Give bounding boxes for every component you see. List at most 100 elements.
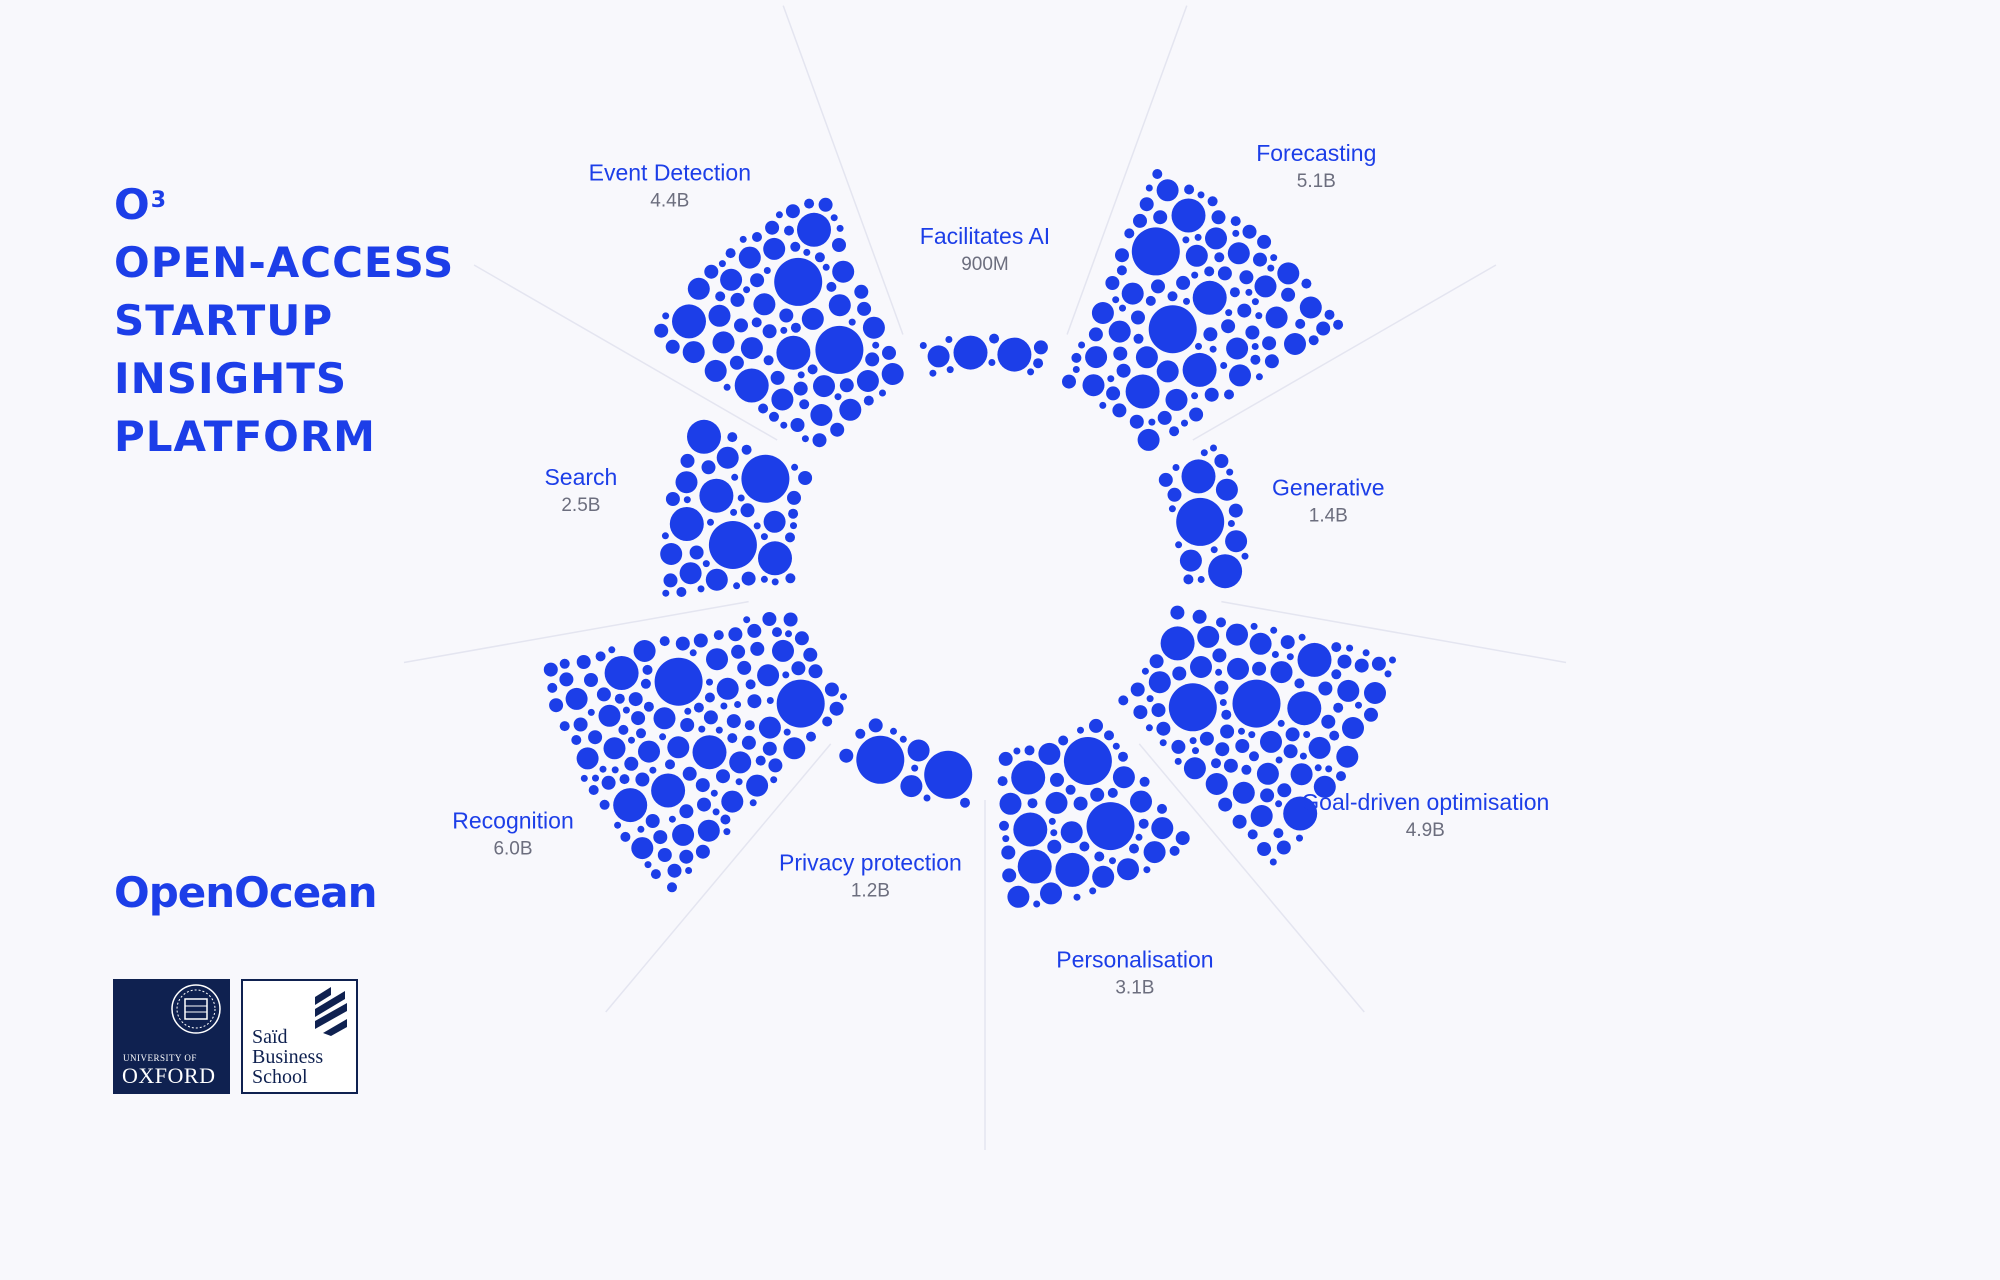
- bubble: [924, 750, 973, 799]
- bubble: [1112, 766, 1135, 789]
- bubble: [1133, 333, 1144, 344]
- bubble: [1250, 354, 1261, 365]
- bubble: [760, 575, 768, 583]
- oxford-top-text: UNIVERSITY OF: [123, 1053, 197, 1063]
- bubble: [1250, 805, 1273, 827]
- bubble: [863, 395, 874, 406]
- bubble-segment: [1062, 169, 1344, 451]
- bubble: [1318, 681, 1333, 696]
- bubble: [723, 828, 731, 836]
- bubble: [771, 578, 779, 586]
- bubble: [1170, 605, 1185, 620]
- bubble: [603, 737, 626, 760]
- bubble: [746, 774, 769, 797]
- bubble: [676, 587, 687, 597]
- bubble: [1355, 701, 1362, 709]
- bubble: [923, 794, 931, 802]
- bubble: [999, 820, 1009, 831]
- bubble: [1331, 642, 1342, 653]
- bubble: [1151, 703, 1166, 718]
- bubble: [832, 260, 855, 283]
- bubble: [547, 682, 558, 693]
- bubble: [624, 756, 639, 771]
- bubble: [753, 293, 776, 316]
- bubble: [1220, 362, 1228, 369]
- bubble: [716, 769, 730, 784]
- bubble: [1135, 346, 1158, 369]
- bubble: [998, 751, 1013, 766]
- bubble: [1257, 234, 1272, 249]
- bubble: [1308, 736, 1331, 759]
- bubble: [595, 651, 606, 662]
- bubble: [1024, 745, 1035, 756]
- bubble: [1239, 270, 1254, 285]
- bubble: [1109, 857, 1116, 865]
- bubble: [631, 837, 654, 860]
- bubble: [1250, 622, 1258, 630]
- bubble: [1346, 644, 1354, 652]
- bubble: [1113, 346, 1128, 361]
- bubble: [747, 694, 762, 709]
- bubble: [1139, 197, 1154, 212]
- bubble: [576, 655, 591, 669]
- bubble: [1002, 835, 1010, 843]
- bubble: [829, 701, 844, 716]
- bubble: [1104, 730, 1114, 741]
- bubble: [1168, 683, 1217, 732]
- bubble: [1135, 833, 1143, 841]
- bubble: [757, 664, 780, 687]
- segment-label: Event Detection: [589, 159, 751, 185]
- bubble: [1364, 707, 1378, 722]
- bubble: [734, 368, 769, 403]
- bubble-segment: [654, 197, 904, 448]
- bubble: [1247, 829, 1258, 840]
- bubble: [762, 612, 777, 626]
- bubble: [653, 707, 676, 730]
- bubble: [1130, 682, 1145, 697]
- bubble: [1210, 546, 1218, 554]
- bubble: [729, 355, 744, 370]
- bubble: [631, 711, 646, 726]
- bubble: [768, 758, 783, 773]
- bubble: [1342, 717, 1364, 739]
- bubble: [1190, 656, 1212, 678]
- bubble: [1217, 266, 1232, 281]
- bubble: [1151, 279, 1165, 294]
- title-line-2: STARTUP: [114, 296, 334, 345]
- bubble: [1176, 275, 1191, 290]
- bubble: [731, 644, 746, 659]
- bubble: [1301, 278, 1312, 289]
- bubble: [649, 766, 657, 774]
- bubble: [1228, 503, 1243, 518]
- bubble: [1221, 319, 1236, 334]
- bubble: [780, 421, 788, 429]
- bubble: [1156, 360, 1179, 383]
- bubble: [1063, 737, 1112, 785]
- bubble: [665, 492, 680, 506]
- bubble: [1194, 233, 1202, 241]
- bubble: [739, 235, 747, 243]
- bubble: [697, 585, 705, 593]
- bubble: [1276, 840, 1291, 855]
- bubble: [790, 241, 801, 252]
- bubble: [699, 478, 734, 513]
- bubble: [1108, 320, 1131, 343]
- bubble: [1275, 756, 1283, 764]
- bubble: [573, 717, 588, 732]
- bubble: [1281, 287, 1296, 302]
- bubble: [716, 446, 739, 469]
- bubble: [727, 733, 738, 744]
- bubble: [830, 422, 845, 437]
- bubble: [613, 788, 648, 823]
- bubble: [693, 633, 708, 648]
- bubble: [1125, 374, 1160, 409]
- bubble: [1197, 576, 1205, 583]
- bubble: [1176, 497, 1225, 546]
- bubble: [828, 294, 851, 317]
- bubble: [559, 721, 570, 732]
- bubble: [661, 532, 669, 540]
- bubble: [1192, 609, 1207, 624]
- bubble: [1073, 796, 1088, 811]
- bubble: [640, 678, 651, 689]
- bubble: [680, 718, 695, 732]
